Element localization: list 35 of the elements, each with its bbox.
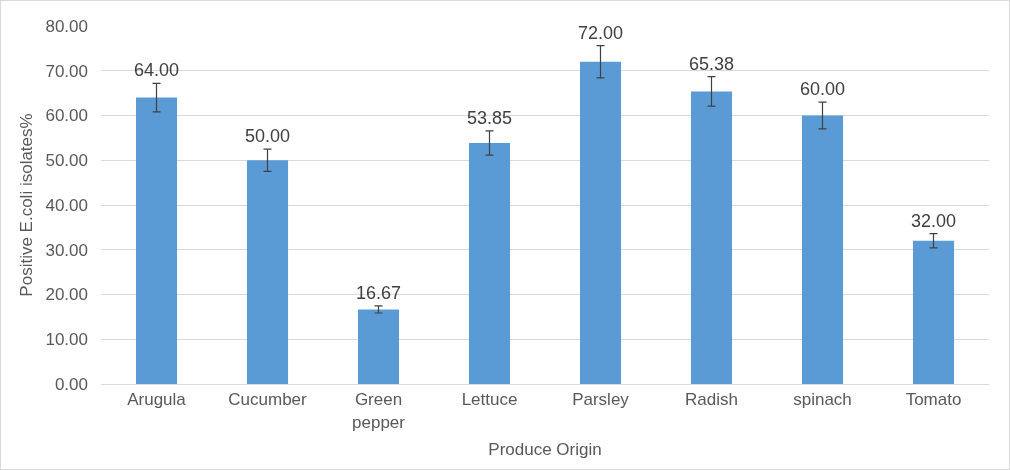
x-axis-title: Produce Origin xyxy=(488,439,602,459)
data-label: 32.00 xyxy=(911,211,957,231)
x-tick-label: Arugula xyxy=(127,390,187,410)
bar xyxy=(135,97,178,384)
data-label: 60.00 xyxy=(800,79,846,99)
data-label: 65.38 xyxy=(689,54,735,74)
x-tick-label: Radish xyxy=(685,390,738,410)
y-tick-label: 60.00 xyxy=(45,106,88,126)
x-tick-label: Cucumber xyxy=(228,390,308,410)
data-label: 72.00 xyxy=(578,23,624,43)
bar xyxy=(579,61,622,384)
data-label: 16.67 xyxy=(356,283,402,303)
x-tick-label: Parsley xyxy=(572,390,630,410)
y-tick-label: 30.00 xyxy=(45,240,88,260)
data-label: 50.00 xyxy=(245,126,291,146)
y-tick-label: 20.00 xyxy=(45,285,88,305)
bar xyxy=(690,91,733,384)
x-tick-label: Tomato xyxy=(905,390,962,410)
bar xyxy=(246,160,289,384)
y-axis-title: Positive E.coli isolates% xyxy=(17,113,36,297)
y-tick-label: 0.00 xyxy=(54,374,88,394)
data-label: 53.85 xyxy=(467,108,513,128)
y-tick-label: 50.00 xyxy=(45,151,88,171)
x-tick-label: Green pepper xyxy=(352,390,406,432)
x-tick-label: spinach xyxy=(793,390,852,410)
x-tick-label: Lettuce xyxy=(461,390,518,410)
bar xyxy=(912,240,955,384)
bar xyxy=(468,143,511,384)
y-tick-label: 70.00 xyxy=(45,61,88,81)
y-tick-label: 80.00 xyxy=(45,16,88,36)
data-label: 64.00 xyxy=(134,60,180,80)
bar xyxy=(801,115,844,384)
y-tick-label: 40.00 xyxy=(45,195,88,215)
bar xyxy=(357,309,400,384)
y-tick-label: 10.00 xyxy=(45,330,88,350)
